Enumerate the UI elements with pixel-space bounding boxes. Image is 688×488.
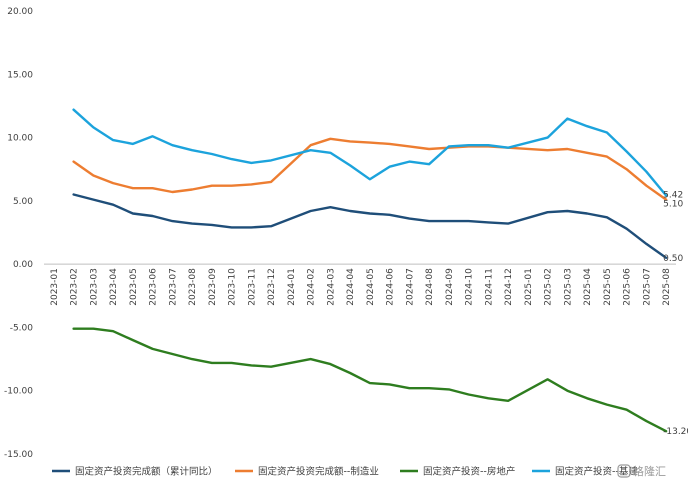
x-tick-label: 2024-08: [425, 268, 435, 306]
x-tick-label: 2024-04: [346, 268, 356, 306]
series-end-label: -13.20: [663, 427, 688, 437]
x-tick-label: 2025-07: [642, 268, 652, 306]
x-tick-label: 2024-01: [287, 268, 297, 306]
series-end-label: 5.10: [663, 200, 683, 210]
y-axis: 20.00 15.00 10.00 5.00 0.00 -5.00 -10.00 -15.00: [4, 7, 33, 460]
y-tick-label: -15.00: [4, 450, 33, 460]
x-tick-label: 2023-03: [89, 268, 99, 306]
watermark-logo-icon: [617, 464, 631, 478]
x-tick-label: 2024-11: [484, 268, 494, 306]
y-tick-label: 5.00: [13, 197, 33, 207]
x-tick-label: 2023-06: [149, 268, 159, 306]
x-tick-label: 2024-10: [465, 268, 475, 306]
x-tick-label: 2025-06: [623, 268, 633, 306]
y-tick-label: 20.00: [7, 7, 33, 17]
series-line-2: [72, 327, 668, 433]
watermark-text: 格隆汇: [633, 464, 666, 478]
legend-label: 固定资产投资--基建: [555, 466, 638, 478]
y-tick-label: -5.00: [10, 323, 34, 333]
x-tick-label: 2023-02: [70, 268, 80, 306]
x-tick-label: 2023-11: [247, 268, 257, 306]
x-tick-label: 2024-02: [307, 268, 317, 306]
x-tick-label: 2023-07: [168, 268, 178, 306]
series-line-3: [72, 108, 668, 197]
y-tick-label: 0.00: [13, 260, 33, 270]
x-tick-label: 2024-03: [326, 268, 336, 306]
legend-label: 固定资产投资完成额（累计同比）: [75, 466, 218, 478]
y-tick-label: 10.00: [7, 134, 33, 144]
x-tick-label: 2023-04: [109, 268, 119, 306]
series-layer: [72, 108, 668, 433]
series-line-0: [72, 193, 668, 259]
series-line-1: [72, 137, 668, 201]
x-tick-label: 2023-01: [50, 268, 60, 306]
series-end-label: 5.42: [663, 191, 683, 201]
legend-label: 固定资产投资完成额--制造业: [258, 466, 379, 478]
end-labels: 0.50 5.10 -13.20 5.42: [663, 191, 688, 438]
x-tick-label: 2024-09: [445, 268, 455, 306]
x-tick-label: 2025-08: [662, 268, 672, 306]
y-tick-label: 15.00: [7, 70, 33, 80]
x-tick-label: 2024-06: [386, 268, 396, 306]
x-tick-label: 2025-01: [524, 268, 534, 306]
x-tick-label: 2024-12: [504, 268, 514, 306]
series-end-label: 0.50: [663, 254, 683, 264]
x-tick-label: 2023-05: [129, 268, 139, 306]
x-tick-label: 2025-03: [563, 268, 573, 306]
y-tick-label: -10.00: [4, 387, 33, 397]
x-tick-label: 2023-08: [188, 268, 198, 306]
x-tick-label: 2025-02: [544, 268, 554, 306]
x-tick-label: 2023-12: [267, 268, 277, 306]
legend-label: 固定资产投资--房地产: [423, 466, 515, 478]
x-tick-label: 2024-05: [366, 268, 376, 306]
watermark: 格隆汇: [617, 464, 666, 478]
legend: 固定资产投资完成额（累计同比） 固定资产投资完成额--制造业 固定资产投资--房地产…: [52, 466, 638, 478]
x-tick-label: 2024-07: [405, 268, 415, 306]
x-tick-label: 2023-09: [208, 268, 218, 306]
x-tick-label: 2025-05: [603, 268, 613, 306]
x-tick-label: 2025-04: [583, 268, 593, 306]
x-axis: 2023-01 2023-02 2023-03 2023-04 2023-05 2023-…: [50, 268, 672, 306]
x-tick-label: 2023-10: [228, 268, 238, 306]
